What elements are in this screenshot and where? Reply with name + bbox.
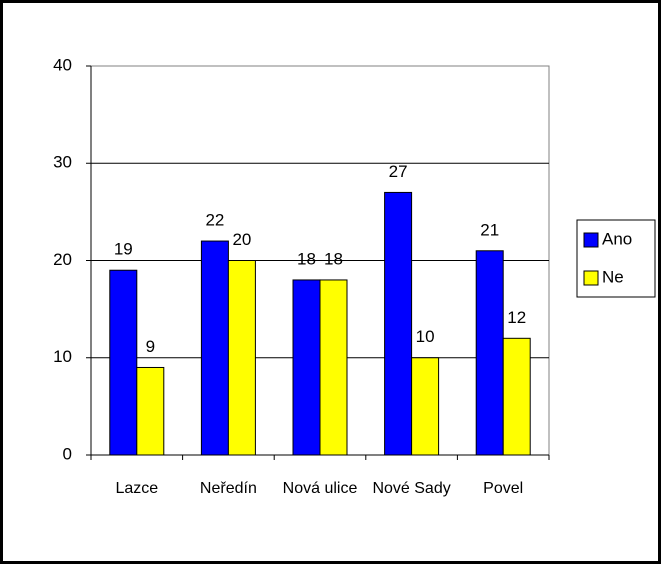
- y-tick-label: 40: [53, 55, 72, 74]
- value-label: 20: [232, 230, 251, 249]
- bar: [475, 250, 504, 456]
- bar: [411, 357, 440, 456]
- y-tick-label: 0: [63, 444, 72, 463]
- bar: [109, 269, 138, 456]
- value-label: 27: [389, 162, 408, 181]
- value-label: 12: [507, 308, 526, 327]
- bar: [292, 279, 321, 456]
- value-label: 21: [480, 220, 499, 239]
- bar: [502, 337, 531, 456]
- y-tick-label: 10: [53, 347, 72, 366]
- x-tick-label: Lazce: [115, 480, 159, 497]
- bar: [384, 191, 413, 456]
- y-tick-label: 30: [53, 153, 72, 172]
- y-tick-label: 20: [53, 250, 72, 269]
- value-label: 10: [416, 327, 435, 346]
- bar: [227, 260, 256, 456]
- x-tick-label: Nové Sady: [372, 480, 451, 497]
- value-label: 19: [114, 240, 133, 259]
- legend-label: Ano: [602, 229, 632, 248]
- x-tick-label: Povel: [483, 480, 524, 497]
- value-label: 22: [205, 211, 224, 230]
- value-label: 18: [324, 249, 343, 268]
- bar: [319, 279, 348, 456]
- legend-swatch: [583, 270, 599, 286]
- value-label: 9: [146, 337, 155, 356]
- bar: [200, 240, 229, 456]
- bar: [136, 366, 165, 456]
- legend-label: Ne: [602, 267, 624, 286]
- x-tick-label: Neředín: [199, 480, 257, 497]
- legend-swatch: [583, 232, 599, 248]
- value-label: 18: [297, 249, 316, 268]
- x-tick-label: Nová ulice: [282, 480, 358, 497]
